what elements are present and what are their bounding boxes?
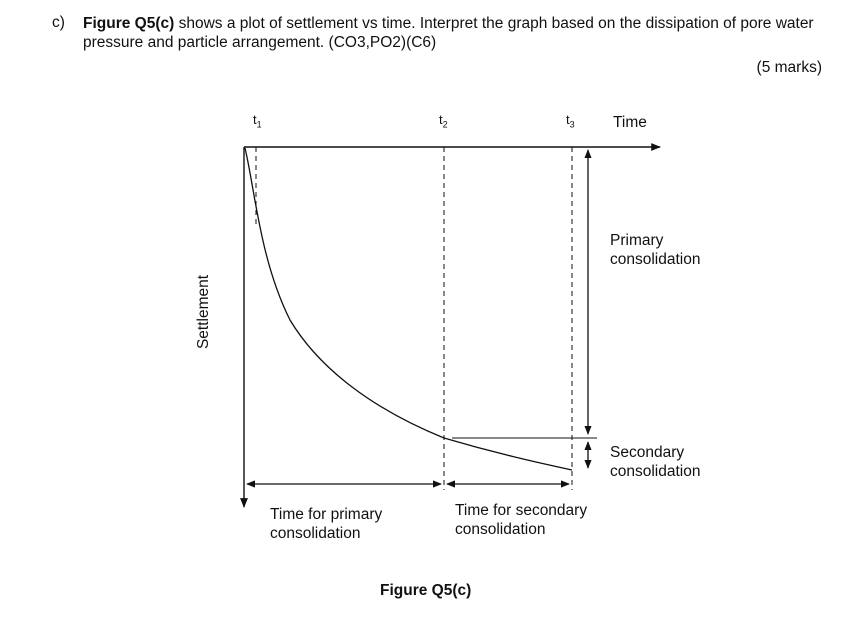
- question-text: Figure Q5(c) shows a plot of settlement …: [83, 14, 823, 52]
- secondary-consolidation-label: Secondary consolidation: [610, 444, 701, 480]
- primary-consolidation-label: Primary consolidation: [610, 232, 701, 268]
- figure-caption: Figure Q5(c): [380, 582, 472, 599]
- tick-t3: t3: [566, 112, 575, 130]
- time-primary-label: Time for primary consolidation: [270, 506, 383, 542]
- time-secondary-label: Time for secondary consolidation: [455, 502, 588, 538]
- time-axis-label: Time: [613, 114, 647, 131]
- settlement-curve: [244, 147, 573, 471]
- marks-label: (5 marks): [756, 59, 822, 76]
- tick-t2: t2: [439, 112, 448, 130]
- figure-reference: Figure Q5(c): [83, 15, 175, 32]
- question-body: shows a plot of settlement vs time. Inte…: [83, 15, 814, 51]
- settlement-axis-label: Settlement: [195, 274, 212, 350]
- question-label: c): [52, 14, 65, 31]
- tick-t1: t1: [253, 112, 262, 130]
